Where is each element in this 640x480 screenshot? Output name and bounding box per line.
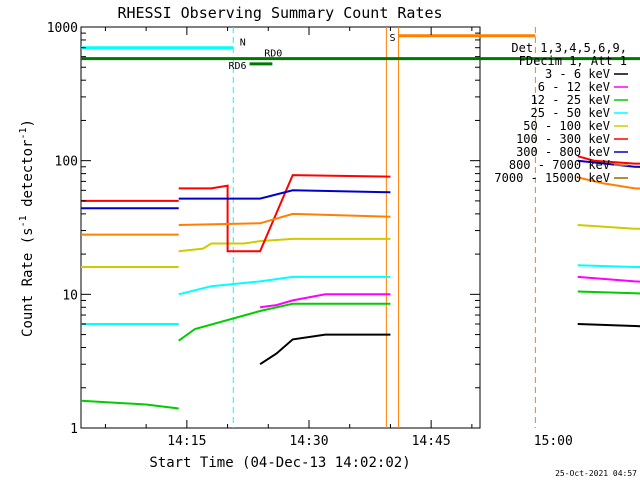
- series-line: [577, 155, 640, 165]
- series-line: [259, 333, 391, 366]
- y-tick-label: 10: [62, 288, 78, 303]
- state-bar-label: RD6: [228, 61, 246, 72]
- legend-entry-label: 100 - 300 keV: [516, 132, 610, 146]
- series-line: [577, 264, 640, 269]
- x-tick-label: 14:45: [412, 434, 451, 449]
- x-axis-label: Start Time (04-Dec-13 14:02:02): [149, 455, 410, 471]
- annotation-label: RD0: [264, 49, 282, 60]
- state-bars: S RD6 N RD0: [81, 33, 640, 72]
- y-axis: 1 10 100 1000: [47, 21, 480, 437]
- series-line: [577, 176, 640, 190]
- chart-title: RHESSI Observing Summary Count Rates: [117, 4, 442, 22]
- plot-area-frame: [80, 26, 481, 429]
- series-line: [80, 399, 179, 410]
- y-label-sup-2: -1: [18, 127, 29, 139]
- legend-entry-label: 7000 - 15000 keV: [494, 171, 610, 185]
- x-tick-label: 15:00: [534, 434, 573, 449]
- series-line: [577, 159, 640, 168]
- legend-entry-label: 12 - 25 keV: [531, 93, 610, 107]
- legend-entry-label: 800 - 7000 keV: [509, 158, 610, 172]
- y-tick-label: 1: [70, 422, 78, 437]
- legend-entry-label: 300 - 800 keV: [516, 145, 610, 159]
- legend: Det 1,3,4,5,6,9, FDecim 1, Att 1 3 - 6 k…: [494, 41, 628, 185]
- data-series: [80, 155, 640, 410]
- y-label-part-3: ): [20, 119, 36, 127]
- series-line: [259, 293, 391, 309]
- series-line: [577, 275, 640, 283]
- legend-header-2: FDecim 1, Att 1: [519, 54, 627, 68]
- x-tick-label: 14:15: [167, 434, 206, 449]
- legend-header-1: Det 1,3,4,5,6,9,: [511, 41, 627, 55]
- series-line: [577, 323, 640, 328]
- reference-lines: [232, 27, 536, 428]
- y-axis-label: Count Rate (s-1 detector-1): [18, 119, 36, 337]
- series-line: [178, 275, 391, 296]
- annotation-label: N: [240, 37, 246, 48]
- y-tick-label: 1000: [47, 21, 78, 36]
- x-tick-label: 14:30: [289, 434, 328, 449]
- footer-date: 25-Oct-2021 04:57: [555, 469, 637, 478]
- y-tick-label: 100: [55, 155, 78, 170]
- legend-entry-label: 25 - 50 keV: [531, 106, 610, 120]
- series-line: [178, 237, 391, 253]
- legend-entry-label: 6 - 12 keV: [538, 80, 610, 94]
- series-line: [178, 174, 391, 253]
- y-label-part-1: Count Rate (s: [20, 227, 36, 337]
- series-line: [178, 302, 391, 342]
- y-label-sup-1: -1: [18, 215, 29, 227]
- y-label-part-2: detector: [20, 140, 36, 216]
- series-line: [178, 212, 391, 226]
- series-line: [577, 224, 640, 230]
- legend-entry-label: 50 - 100 keV: [523, 119, 610, 133]
- series-line: [577, 290, 640, 295]
- state-bar-label: S: [390, 33, 396, 44]
- series-line: [178, 189, 391, 200]
- legend-entry-label: 3 - 6 keV: [545, 67, 610, 81]
